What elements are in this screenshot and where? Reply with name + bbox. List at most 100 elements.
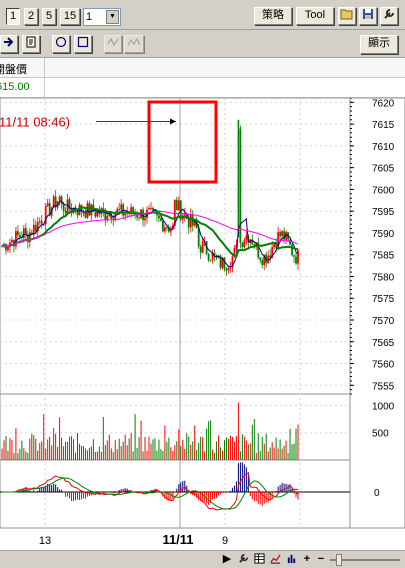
candle-body xyxy=(233,248,236,257)
display-button[interactable]: 顯示 xyxy=(360,35,398,54)
settings-button[interactable] xyxy=(380,7,398,25)
candle-body xyxy=(285,232,287,240)
candle-body xyxy=(98,210,101,215)
period-select[interactable]: 1 ▼ xyxy=(83,8,121,26)
candle-body xyxy=(183,214,186,216)
candle-body xyxy=(68,199,71,209)
candle-body xyxy=(163,227,166,232)
export-button[interactable] xyxy=(0,35,18,53)
candle-body xyxy=(22,228,25,239)
candle-body xyxy=(64,210,67,214)
info-header-row xyxy=(0,58,405,78)
quote-info-grid: 開盤價 615.00 xyxy=(0,58,405,98)
period-5-button[interactable]: 5 xyxy=(42,8,56,25)
candle-body xyxy=(88,203,91,216)
axis-panel xyxy=(349,97,405,529)
draw-pattern-button[interactable] xyxy=(124,35,144,53)
save-icon xyxy=(363,9,373,19)
wrench-small-icon[interactable] xyxy=(236,553,250,567)
line-chart-icon[interactable] xyxy=(268,553,282,567)
strategy-label: 策略 xyxy=(262,8,284,21)
toolbar-bottom: 顯示 xyxy=(0,30,405,58)
period-1-label: 1 xyxy=(9,10,17,22)
candle-body xyxy=(160,218,162,222)
price-tick-label: 7605 xyxy=(372,164,395,175)
candle-body xyxy=(193,220,196,226)
circle-icon xyxy=(55,36,67,48)
candle-body xyxy=(167,227,170,232)
period-15-button[interactable]: 15 xyxy=(60,8,80,25)
candle-body xyxy=(136,214,138,218)
square-icon xyxy=(77,36,89,48)
price-tick-label: 7580 xyxy=(372,272,395,283)
price-chart[interactable]: 7620 7615 7610 7605 7600 7595 7590 7585 7580 7575… xyxy=(0,97,405,550)
candle-body xyxy=(106,216,109,220)
candle-body xyxy=(124,213,127,216)
candle-body xyxy=(134,214,137,216)
pattern-icon xyxy=(127,37,141,46)
candle-body xyxy=(76,211,79,216)
open-button[interactable] xyxy=(338,7,356,25)
draw-circle-button[interactable] xyxy=(52,35,70,53)
tool-button[interactable]: Tool xyxy=(296,7,334,25)
price-tick-label: 7600 xyxy=(372,185,395,196)
volume-tick-label: 500 xyxy=(372,429,389,440)
price-tick-label: 7595 xyxy=(372,207,395,218)
candle-body xyxy=(209,259,212,261)
candle-body xyxy=(118,208,121,210)
price-tick-label: 7585 xyxy=(372,251,395,262)
candle-body xyxy=(7,246,9,251)
status-bar: ▶ + − xyxy=(0,550,405,568)
draw-rect-button[interactable] xyxy=(74,35,92,53)
candle-body xyxy=(243,240,246,247)
candle-body xyxy=(60,196,63,204)
zoom-slider-thumb[interactable] xyxy=(336,554,342,566)
zoom-slider-track[interactable] xyxy=(330,559,400,561)
annotation-label: 11/11 08:46) xyxy=(0,115,70,130)
candle-body xyxy=(197,228,200,247)
candle-body xyxy=(175,199,178,211)
candle-body xyxy=(16,231,19,236)
price-tick-label: 7620 xyxy=(372,98,395,109)
candle-body xyxy=(24,228,27,235)
price-tick-label: 7590 xyxy=(372,229,395,240)
save-button[interactable] xyxy=(359,7,377,25)
zoom-in-button[interactable]: + xyxy=(302,553,312,567)
candle-body xyxy=(28,232,31,243)
period-2-label: 2 xyxy=(27,10,35,22)
draw-wave-button[interactable] xyxy=(104,35,122,53)
candle-body xyxy=(297,250,299,264)
candle-body xyxy=(30,232,33,235)
candle-body xyxy=(187,218,190,228)
candle-body xyxy=(221,257,224,268)
chevron-down-icon[interactable]: ▼ xyxy=(106,10,119,24)
chart-area[interactable]: 7620 7615 7610 7605 7600 7595 7590 7585 7580 7575… xyxy=(0,97,405,550)
strategy-button[interactable]: 策略 xyxy=(254,7,292,25)
table-icon[interactable] xyxy=(252,553,266,567)
notes-button[interactable] xyxy=(22,35,40,53)
bar-chart-icon[interactable] xyxy=(284,553,298,567)
price-tick-label: 7575 xyxy=(372,294,395,305)
zoom-out-button[interactable]: − xyxy=(316,553,326,567)
period-2-button[interactable]: 2 xyxy=(24,8,38,25)
candle-body xyxy=(152,207,154,210)
candle-body xyxy=(40,220,43,225)
candle-body xyxy=(215,255,218,258)
ma-long-line xyxy=(1,210,299,248)
candle-body xyxy=(245,235,248,241)
scroll-right-icon[interactable]: ▶ xyxy=(222,553,232,565)
candle-body xyxy=(223,257,226,269)
candle-body xyxy=(165,227,168,229)
candle-body xyxy=(213,252,216,256)
period-1-button[interactable]: 1 xyxy=(6,8,20,25)
candle-body xyxy=(62,203,65,211)
display-label: 顯示 xyxy=(368,36,390,49)
candle-body xyxy=(9,242,11,247)
candle-body xyxy=(52,196,55,208)
annotation-arrow-head xyxy=(170,118,176,125)
candle-body xyxy=(158,215,160,219)
price-tick-label: 7555 xyxy=(372,381,395,392)
candle-body xyxy=(150,207,152,209)
candle-body xyxy=(177,200,180,211)
price-pane xyxy=(0,97,351,395)
